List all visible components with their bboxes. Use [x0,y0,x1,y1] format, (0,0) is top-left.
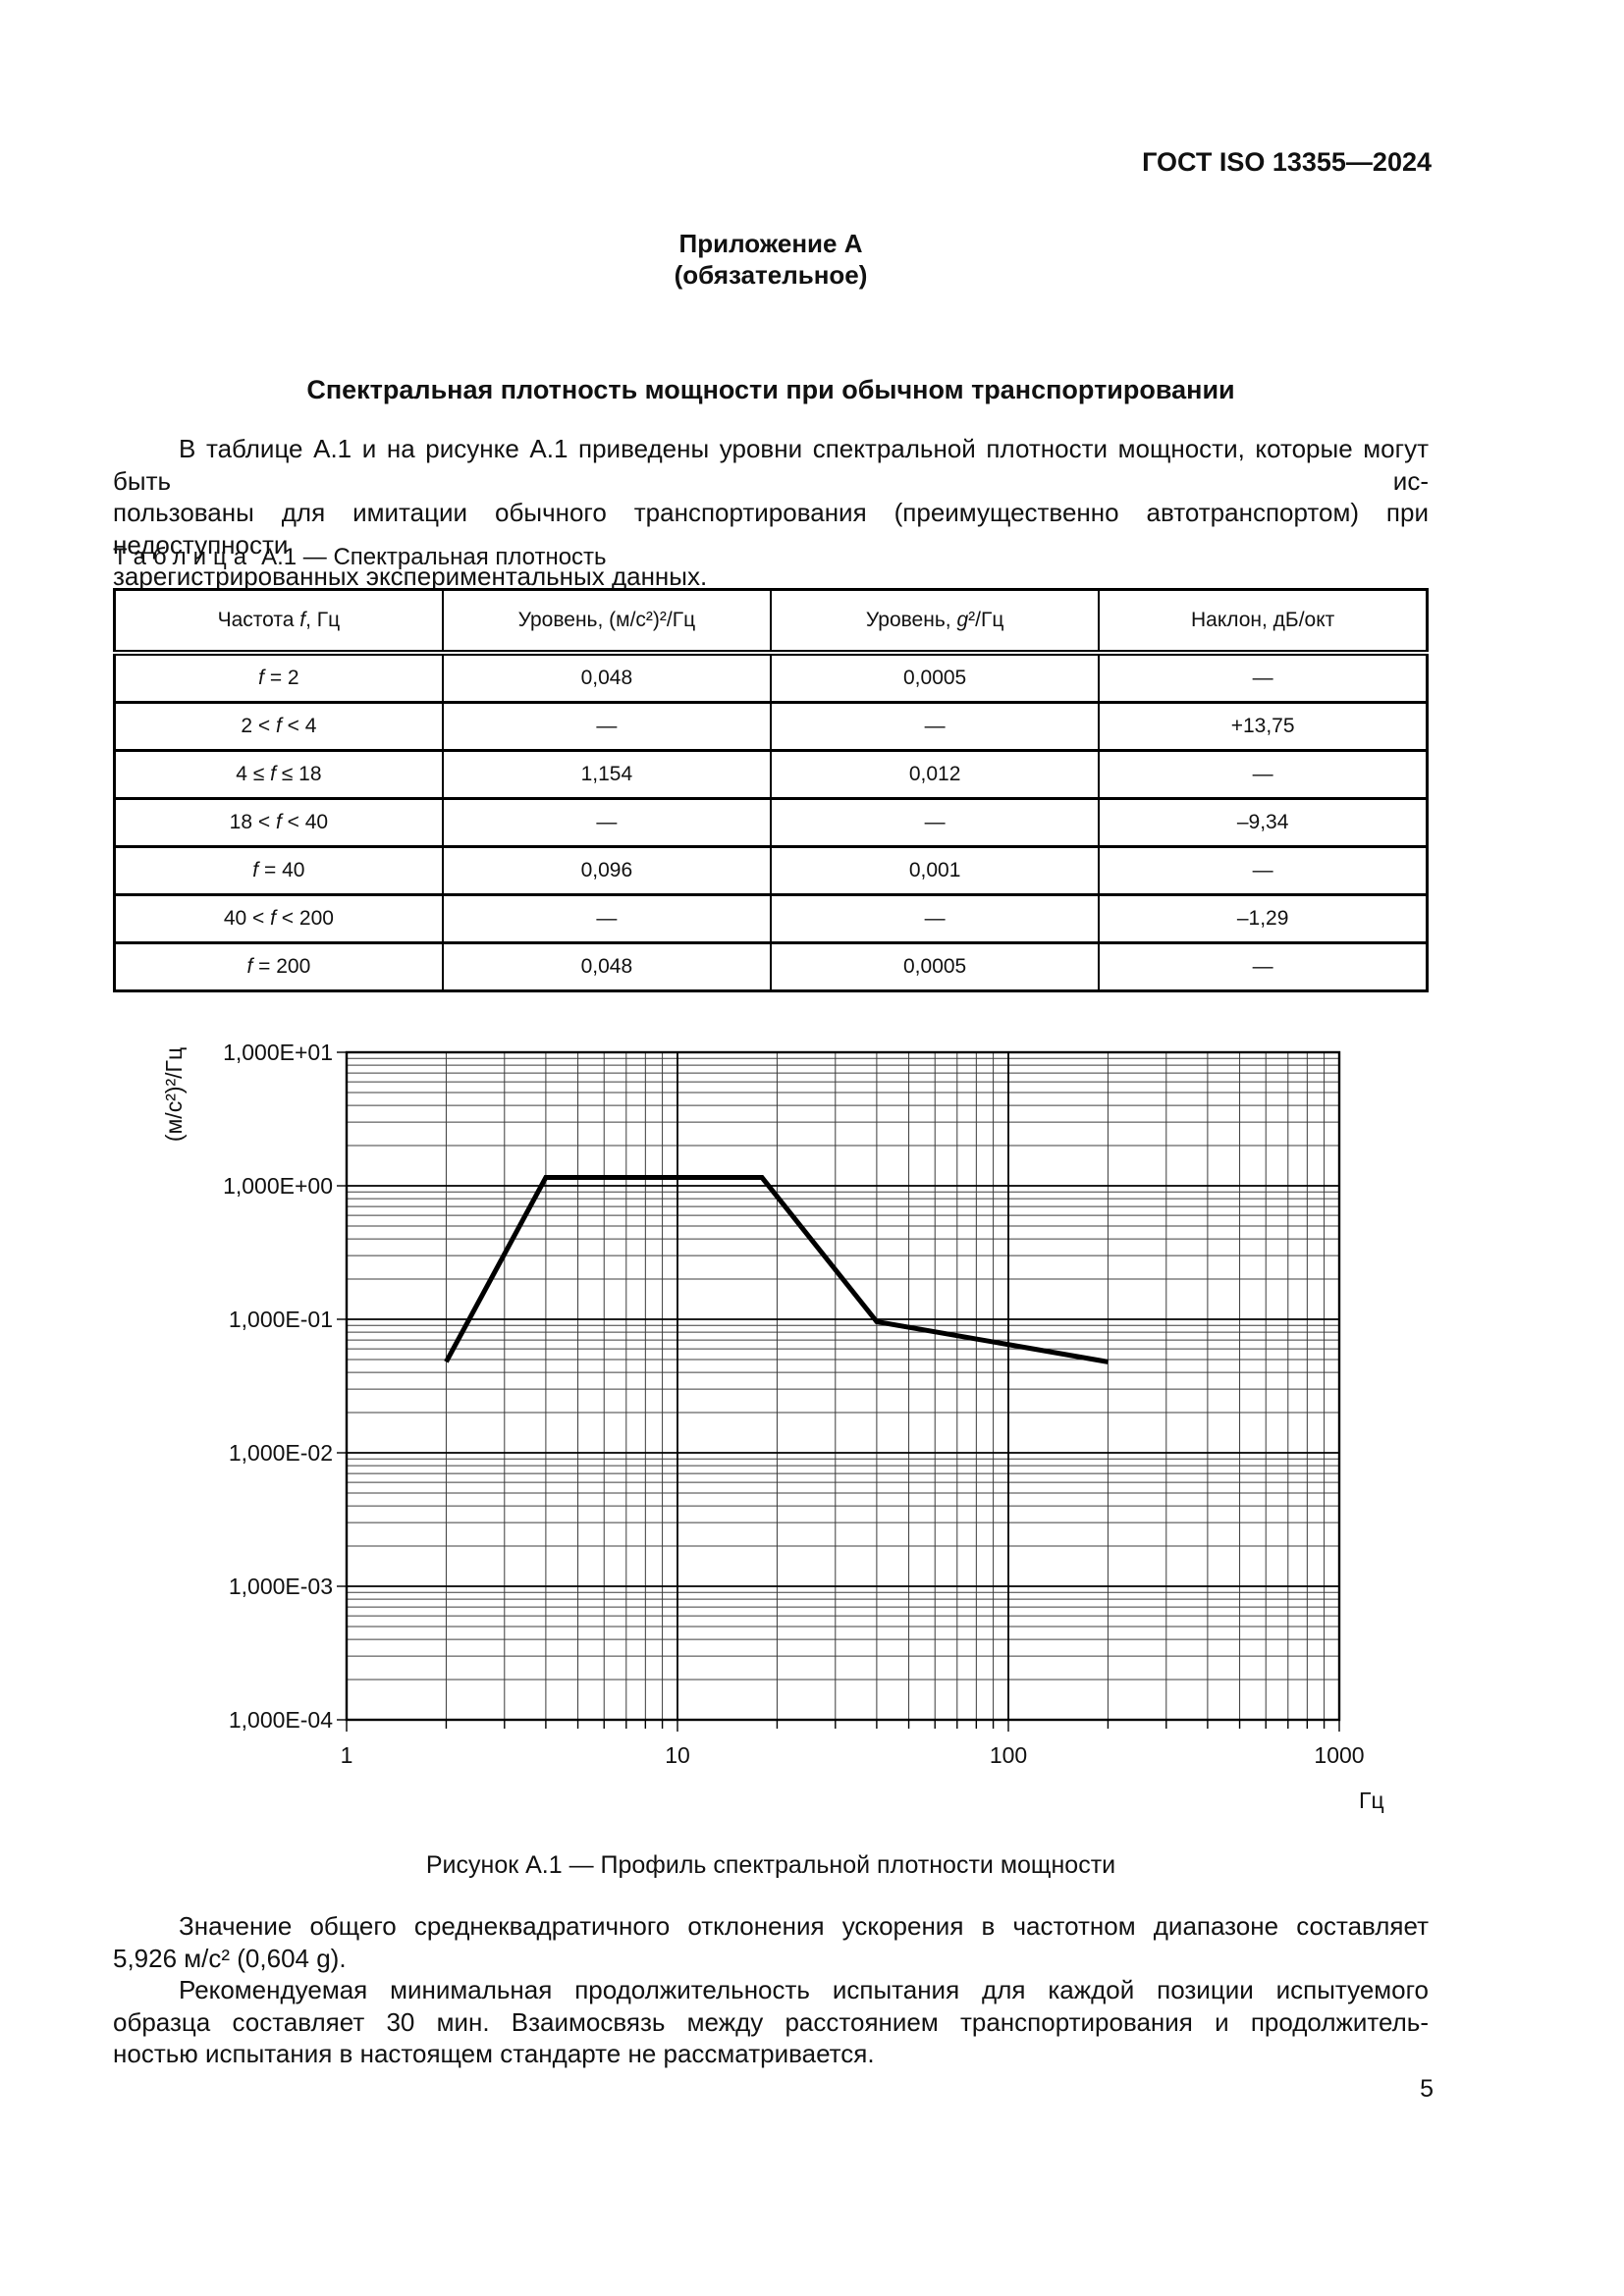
table-cell: f = 2 [113,651,444,704]
table-body: f = 2 0,048 0,0005—2 < f < 4— — +13,75 4 ≤ f … [113,651,1429,992]
column-header: Наклон, дБ/окт [1098,588,1429,656]
table-cell: — [1098,845,1429,896]
table-cell: — [769,797,1101,848]
table-row: f = 200 0,048 0,0005— [113,941,1429,992]
psd-table: Частота f, Гц Уровень, (м/с²)²/Гц Уровень,… [113,588,1429,992]
x-axis-tick-labels: 1 10 100 1000 [341,1742,1365,1768]
table-row: f = 40 0,096 0,001— [113,845,1429,896]
table-cell: +13,75 [1098,701,1429,752]
plot-border [345,1050,1341,1722]
intro-line: В таблице А.1 и на рисунке А.1 приведены… [113,434,1429,496]
table-row: f = 2 0,048 0,0005— [113,651,1429,704]
closing-paragraphs: Значение общего среднеквадратичного откл… [113,1910,1429,2070]
y-axis-title: (м/с²)²/Гц [161,1047,187,1142]
table-cell: f = 40 [113,845,444,896]
column-header: Уровень, g²/Гц [769,588,1101,656]
doc-code: ГОСТ ISO 13355—2024 [1142,147,1432,177]
table-cell: f = 200 [113,941,444,992]
table-cell: — [441,797,773,848]
table-cell: 0,048 [441,651,773,704]
table-cell: 0,048 [441,941,773,992]
table-cell: 1,154 [441,749,773,800]
figure-caption: Рисунок А.1 — Профиль спектральной плотн… [425,1851,1116,1879]
table-cell: 4 ≤ f ≤ 18 [113,749,444,800]
table-cell: — [441,701,773,752]
table-cell: 0,0005 [769,651,1101,704]
x-tick-label: 1 [341,1742,353,1768]
y-tick-label: 1,000E-03 [229,1574,333,1599]
table-cell: 40 < f < 200 [113,893,444,944]
axis-ticks [337,1051,1340,1732]
chart-minor-grid [347,1052,1339,1720]
table-cell: 2 < f < 4 [113,701,444,752]
table-cell: 0,012 [769,749,1101,800]
table-cell: –1,29 [1098,893,1429,944]
table-row: 18 < f < 40— — –9,34 [113,797,1429,848]
column-header: Частота f, Гц [113,588,444,656]
table-caption: Таблица А.1 — Спектральная плотность [113,544,607,571]
appendix-name: Приложение А [678,229,863,258]
table-cell: — [769,893,1101,944]
table-cell: 18 < f < 40 [113,797,444,848]
y-tick-label: 1,000E-02 [229,1440,333,1466]
table-row: 4 ≤ f ≤ 18 1,154 0,012— [113,749,1429,800]
table-cell: 0,001 [769,845,1101,896]
table-cell: 0,0005 [769,941,1101,992]
table-header-row: Частота f, Гц Уровень, (м/с²)²/Гц Уровень,… [113,588,1429,656]
intro-paragraph: В таблице А.1 и на рисунке А.1 приведены… [113,433,1429,593]
x-tick-label: 1000 [1314,1742,1364,1768]
psd-chart: 1,000E+01 1,000E+00 1,000E-01 1,000E-02 1,00… [161,1040,1384,1813]
table-cell: — [1098,651,1429,704]
table-cell: — [1098,941,1429,992]
x-axis-title: Гц [1359,1788,1384,1813]
table-cell: — [1098,749,1429,800]
y-tick-label: 1,000E+01 [223,1040,333,1065]
series-line [444,1175,1109,1364]
appendix-heading: Приложение А (обязательное) [113,228,1429,291]
chart-major-grid [346,1051,1340,1721]
x-tick-label: 10 [665,1742,690,1768]
appendix-qualifier: (обязательное) [674,260,868,290]
table-row: 2 < f < 4— — +13,75 [113,701,1429,752]
x-tick-label: 100 [990,1742,1027,1768]
y-tick-label: 1,000E+00 [223,1173,333,1199]
table-cell: — [441,893,773,944]
column-header: Уровень, (м/с²)²/Гц [441,588,773,656]
table-caption-text: А.1 — Спектральная плотность [261,544,607,570]
intro-line: зарегистрированных экспериментальных дан… [113,561,708,592]
para-line: 5,926 м/с² (0,604 g). [113,1943,347,1973]
intro-line: пользованы для имитации обычного транспо… [113,498,1429,560]
table-cell: — [769,701,1101,752]
para-line: Значение общего среднеквадратичного откл… [179,1911,1429,1941]
para-line: образца составляет 30 мин. Взаимосвязь м… [113,2006,1429,2037]
y-axis-tick-labels: 1,000E+01 1,000E+00 1,000E-01 1,000E-02 1,00… [223,1040,333,1733]
y-tick-label: 1,000E-04 [229,1707,333,1733]
page-number: 5 [1420,2075,1434,2103]
para-line: Рекомендуемая минимальная продолжительно… [179,1975,1429,2005]
y-tick-label: 1,000E-01 [229,1307,333,1332]
table-cell: –9,34 [1098,797,1429,848]
table-row: 40 < f < 200— — –1,29 [113,893,1429,944]
para-line: ностью испытания в настоящем стандарте н… [113,2039,875,2069]
section-title: Спектральная плотность мощности при обыч… [306,375,1235,404]
table-caption-label: Таблица [113,544,254,570]
table-cell: 0,096 [441,845,773,896]
